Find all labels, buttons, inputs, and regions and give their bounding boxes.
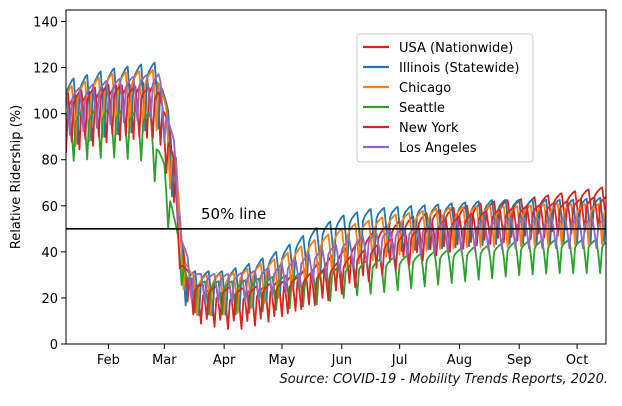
- series-line: [66, 69, 606, 317]
- legend-label: USA (Nationwide): [399, 41, 513, 56]
- x-tick-label: Jun: [331, 353, 352, 368]
- x-tick-label: Aug: [447, 353, 472, 368]
- x-tick-label: Oct: [566, 353, 588, 368]
- y-tick-label: 140: [33, 16, 58, 31]
- annotation-50-line: 50% line: [201, 205, 266, 223]
- x-tick-label: Jul: [391, 353, 408, 368]
- series-line: [66, 73, 606, 305]
- legend-box: [356, 33, 534, 163]
- source-prefix: Source:: [279, 372, 333, 387]
- legend-label: Illinois (Statewide): [399, 61, 519, 76]
- y-tick-label: 80: [41, 154, 58, 169]
- y-tick-label: 100: [33, 108, 58, 123]
- y-tick-label: 40: [41, 246, 58, 261]
- x-tick-label: Feb: [97, 353, 120, 368]
- y-tick-label: 20: [41, 292, 58, 307]
- y-tick-label: 60: [41, 200, 58, 215]
- series-line: [66, 83, 606, 322]
- y-tick-label: 120: [33, 62, 58, 77]
- source-suffix: , 2020.: [562, 372, 608, 387]
- x-tick-label: Apr: [213, 353, 236, 368]
- x-tick-label: Sep: [507, 353, 532, 368]
- y-tick-label: 0: [50, 338, 58, 353]
- source-title: COVID-19 - Mobility Trends Reports: [332, 372, 563, 387]
- legend-label: Los Angeles: [399, 141, 477, 156]
- legend-label: Chicago: [399, 81, 451, 96]
- y-axis-label: Relative Ridership (%): [9, 105, 24, 249]
- plot-frame: [65, 9, 607, 345]
- x-tick-label: Mar: [152, 353, 177, 368]
- legend-label: Seattle: [399, 101, 445, 116]
- legend-label: New York: [399, 121, 459, 136]
- source-caption: Source: COVID-19 - Mobility Trends Repor…: [280, 372, 608, 387]
- x-tick-label: May: [269, 353, 296, 368]
